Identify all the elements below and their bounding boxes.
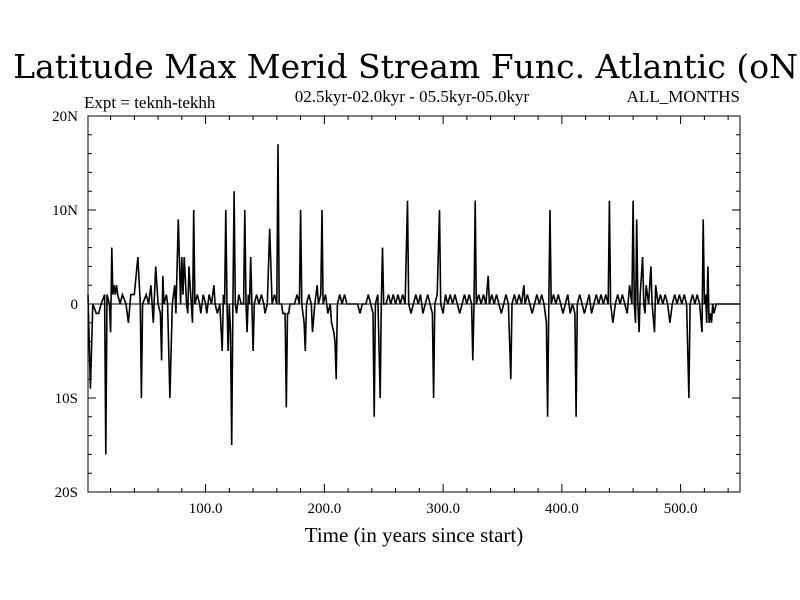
x-tick-label: 200.0 [307,501,341,517]
x-axis-label: Time (in years since start) [305,523,524,547]
chart-subtitle-period: 02.5kyr-02.0kyr - 05.5kyr-05.0kyr [295,87,530,106]
y-tick-label: 0 [71,297,79,313]
y-tick-label: 20N [52,109,78,125]
x-axis: 100.0 200.0 300.0 400.0 500.0 [110,116,729,517]
y-tick-label: 20S [55,485,78,501]
x-tick-label: 500.0 [664,501,698,517]
x-tick-label: 300.0 [426,501,460,517]
series-line-teknh-tekhh [87,144,740,455]
y-tick-label: 10N [52,203,78,219]
chart-subtitle-months: ALL_MONTHS [627,87,740,106]
chart-title: Latitude Max Merid Stream Func. Atlantic… [13,47,800,86]
x-tick-label: 100.0 [189,501,223,517]
y-tick-label: 10S [55,391,78,407]
chart-subtitle-experiment: Expt = teknh-tekhh [84,93,216,112]
y-axis: 20S 10S 0 10N 20N [52,109,740,501]
x-tick-label: 400.0 [545,501,579,517]
